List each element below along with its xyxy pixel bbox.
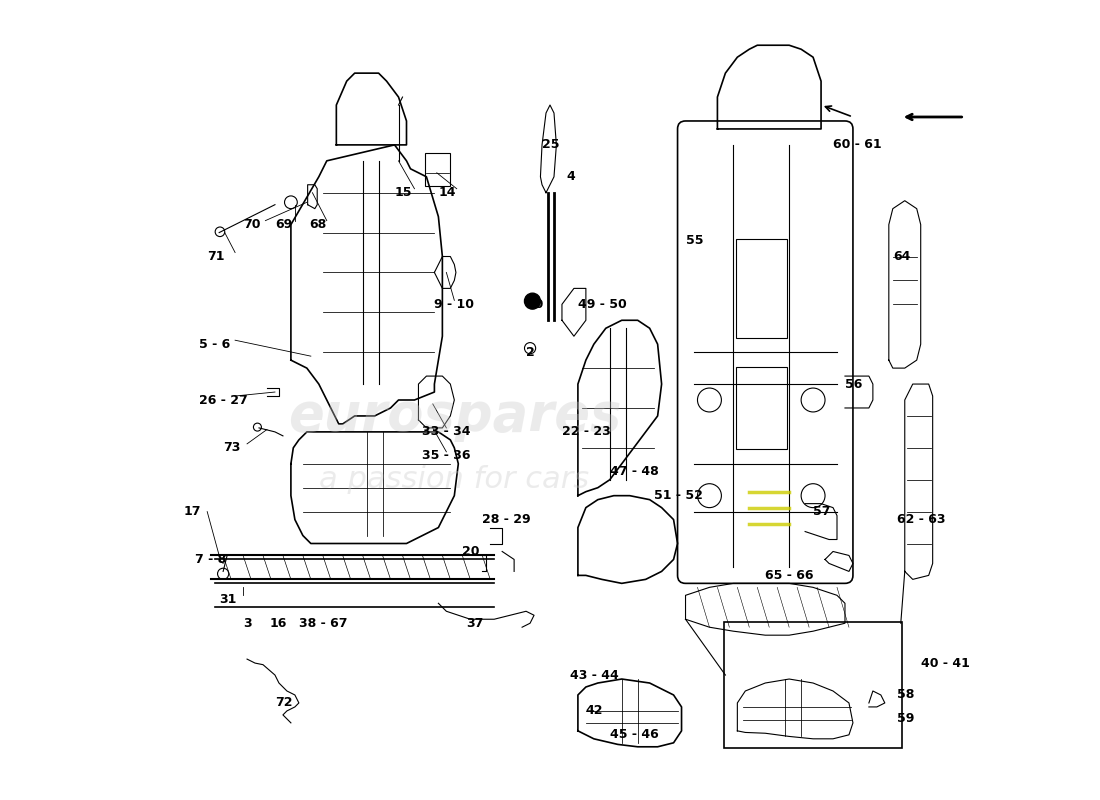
Text: 3: 3: [243, 617, 252, 630]
Text: 55: 55: [685, 234, 703, 247]
Text: 20: 20: [462, 545, 480, 558]
Text: 33 - 34: 33 - 34: [422, 426, 471, 438]
Text: 25: 25: [542, 138, 560, 151]
Text: 17: 17: [184, 505, 201, 518]
Text: 22 - 23: 22 - 23: [562, 426, 611, 438]
Text: 70: 70: [243, 218, 261, 231]
Text: 30: 30: [526, 298, 543, 311]
Text: 68: 68: [309, 218, 327, 231]
Text: 7 - 8: 7 - 8: [195, 553, 227, 566]
Text: 62 - 63: 62 - 63: [896, 513, 945, 526]
Text: 57: 57: [813, 505, 830, 518]
Text: 73: 73: [223, 442, 241, 454]
Text: 40 - 41: 40 - 41: [921, 657, 969, 670]
Text: a passion for cars: a passion for cars: [319, 466, 590, 494]
Text: 2: 2: [526, 346, 535, 358]
Text: 28 - 29: 28 - 29: [482, 513, 531, 526]
Text: 72: 72: [275, 697, 293, 710]
Text: 64: 64: [893, 250, 910, 263]
Text: 60 - 61: 60 - 61: [833, 138, 881, 151]
Text: 4: 4: [565, 170, 574, 183]
Text: 43 - 44: 43 - 44: [570, 669, 618, 682]
Text: eurospares: eurospares: [287, 390, 622, 442]
Text: 47 - 48: 47 - 48: [609, 466, 659, 478]
Text: 5 - 6: 5 - 6: [199, 338, 231, 350]
Text: 9 - 10: 9 - 10: [434, 298, 474, 311]
Text: 37: 37: [466, 617, 484, 630]
Text: 38 - 67: 38 - 67: [299, 617, 348, 630]
Circle shape: [525, 293, 540, 309]
Text: 31: 31: [219, 593, 236, 606]
Text: 26 - 27: 26 - 27: [199, 394, 248, 406]
Text: 42: 42: [586, 705, 604, 718]
Text: 15: 15: [395, 186, 412, 199]
Text: 58: 58: [896, 689, 914, 702]
Text: 71: 71: [207, 250, 224, 263]
Text: 65 - 66: 65 - 66: [766, 569, 814, 582]
Text: 51 - 52: 51 - 52: [653, 489, 703, 502]
Text: 35 - 36: 35 - 36: [422, 450, 471, 462]
Text: 56: 56: [845, 378, 862, 390]
Text: 69: 69: [275, 218, 293, 231]
Text: 45 - 46: 45 - 46: [609, 728, 659, 742]
Text: 16: 16: [270, 617, 287, 630]
Text: 49 - 50: 49 - 50: [578, 298, 627, 311]
Text: 59: 59: [896, 712, 914, 726]
Text: 14: 14: [439, 186, 455, 199]
